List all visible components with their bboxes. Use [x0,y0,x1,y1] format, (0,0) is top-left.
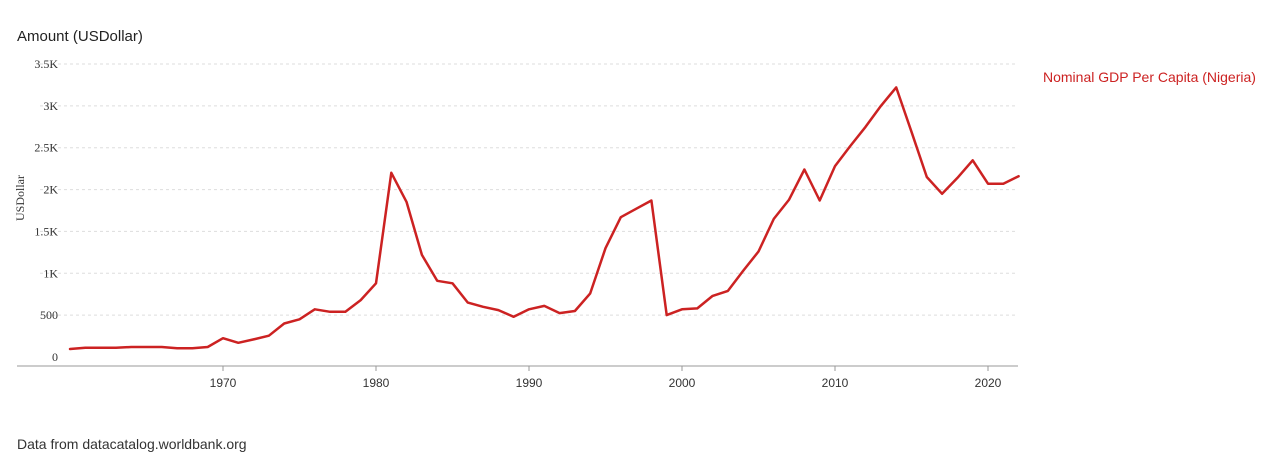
x-tick-label: 1980 [363,376,390,390]
y-tick-label: 500 [40,308,58,322]
data-source-note: Data from datacatalog.worldbank.org [17,436,247,452]
chart-title: Amount (USDollar) [17,28,143,45]
series-lines [68,86,1020,351]
y-tick-label: 1K [43,266,58,280]
gridlines [40,63,1018,316]
y-tick-label: 1.5K [34,224,58,238]
x-axis-ticks: 1970 1980 1990 2000 2010 2020 [210,366,1002,390]
x-tick-label: 2010 [822,376,849,390]
x-tick-label: 1990 [516,376,543,390]
x-tick-label: 2000 [669,376,696,390]
legend-item-nigeria-gdp: Nominal GDP Per Capita (Nigeria) [1043,69,1256,85]
y-axis-label: USDollar [13,175,27,221]
y-tick-label: 2K [43,183,58,197]
y-tick-label: 3K [43,99,58,113]
series-line-0 [68,86,1020,351]
y-tick-label: 0 [52,350,58,364]
y-tick-label: 2.5K [34,141,58,155]
x-tick-label: 1970 [210,376,237,390]
y-axis-ticks: 0 500 1K 1.5K 2K 2.5K 3K 3.5K [34,57,58,364]
x-tick-label: 2020 [975,376,1002,390]
y-tick-label: 3.5K [34,57,58,71]
